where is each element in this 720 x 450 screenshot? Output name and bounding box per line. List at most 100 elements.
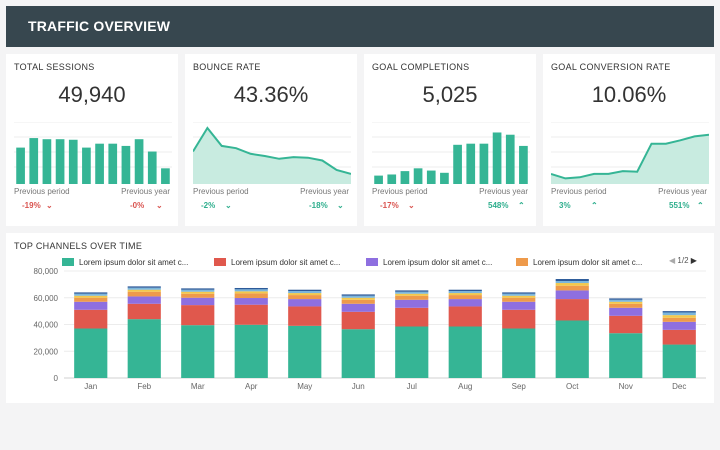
spark-bar <box>479 143 489 184</box>
bar-segment <box>181 325 215 378</box>
bar-segment <box>395 326 429 378</box>
bar-segment <box>395 299 429 308</box>
chevron-up-icon: ⌃ <box>697 201 704 210</box>
bar-segment <box>555 279 589 282</box>
spark-chart <box>193 122 351 184</box>
bar-segment <box>662 329 696 345</box>
bar-segment <box>181 289 215 292</box>
spark-bar <box>42 139 52 184</box>
spark-bar <box>95 143 104 184</box>
bar-segment <box>395 291 429 294</box>
legend-swatch <box>62 258 74 266</box>
bar-segment <box>234 289 268 292</box>
bar-segment <box>127 291 161 297</box>
bar-segment <box>341 311 375 330</box>
spark-line <box>551 133 709 180</box>
card-value: 10.06% <box>591 82 667 107</box>
spark-bar <box>505 134 515 184</box>
card-goal-completions[interactable]: GOAL COMPLETIONS 5,025 Previous period P… <box>364 54 536 226</box>
bar-segment <box>502 309 536 329</box>
spark-bar <box>426 170 436 184</box>
bar-segment <box>502 295 536 298</box>
legend-label: Lorem ipsum dolor sit amet c... <box>231 257 341 267</box>
bar-segment <box>234 291 268 294</box>
bar-segment <box>502 297 536 302</box>
panel-title: TOP CHANNELS OVER TIME <box>14 241 143 251</box>
spark-bar <box>147 151 157 184</box>
bar-segment <box>502 293 536 296</box>
year-change-value: 548% <box>488 201 509 210</box>
card-total-sessions[interactable]: TOTAL SESSIONS 49,940 Previous period Pr… <box>6 54 178 226</box>
bar-segment <box>288 289 322 292</box>
prev-change-value: 3% <box>559 201 571 210</box>
bar-segment <box>181 305 215 326</box>
spark-bar <box>453 144 462 184</box>
bar-segment <box>609 303 643 308</box>
x-tick-label: Dec <box>672 382 686 391</box>
bar-segment <box>395 293 429 296</box>
bar-segment <box>74 301 108 310</box>
previous-period-label: Previous period <box>193 187 249 196</box>
legend-pager: ◀ 1/2 ▶ <box>669 256 697 265</box>
x-tick-label: May <box>297 382 312 391</box>
legend-swatch <box>214 258 226 266</box>
chevron-down-icon: ⌄ <box>156 201 163 210</box>
spark-chart <box>14 122 172 184</box>
pager-next-icon[interactable]: ▶ <box>690 256 697 265</box>
legend-item[interactable]: Lorem ipsum dolor sit amet c... <box>366 255 492 269</box>
spark-bar <box>29 138 39 184</box>
spark-bar <box>68 139 78 184</box>
year-change-value: -0% <box>130 201 145 210</box>
bar-segment <box>288 295 322 300</box>
bar-segment <box>662 311 696 313</box>
bar-segment <box>609 307 643 316</box>
bar-segment <box>609 299 643 302</box>
bar-segment <box>127 286 161 288</box>
card-goal-conversion-rate[interactable]: GOAL CONVERSION RATE 10.06% Previous per… <box>543 54 715 226</box>
y-tick-label: 40,000 <box>34 321 59 330</box>
bar-segment <box>662 321 696 330</box>
chevron-up-icon: ⌃ <box>591 201 598 210</box>
card-title: GOAL CONVERSION RATE <box>551 62 671 72</box>
year-change-value: 551% <box>669 201 690 210</box>
bar-segment <box>341 297 375 300</box>
bar-segment <box>502 328 536 378</box>
spark-bar <box>440 172 449 184</box>
bar-segment <box>555 299 589 321</box>
prev-change-value: -2% <box>201 201 216 210</box>
x-tick-label: Sep <box>512 382 527 391</box>
chevron-down-icon: ⌄ <box>408 201 415 210</box>
spark-line <box>193 126 351 175</box>
bar-segment <box>609 333 643 378</box>
bar-segment <box>395 295 429 300</box>
bar-segment <box>448 299 482 307</box>
bar-segment <box>127 296 161 304</box>
prev-change-value: -19% <box>22 201 41 210</box>
bar-segment <box>662 317 696 322</box>
bar-segment <box>181 291 215 294</box>
bar-segment <box>288 299 322 307</box>
x-tick-label: Jun <box>352 382 365 391</box>
bar-segment <box>662 344 696 378</box>
x-tick-label: Aug <box>458 382 472 391</box>
card-value: 43.36% <box>233 82 309 107</box>
bar-segment <box>448 306 482 327</box>
bar-segment <box>288 325 322 378</box>
x-tick-label: Feb <box>137 382 151 391</box>
card-value: 5,025 <box>422 82 478 107</box>
legend-item[interactable]: Lorem ipsum dolor sit amet c... <box>516 255 642 269</box>
bar-segment <box>395 290 429 292</box>
spark-bar <box>466 143 476 184</box>
chevron-down-icon: ⌄ <box>225 201 232 210</box>
previous-period-label: Previous period <box>551 187 607 196</box>
top-channels-panel: TOP CHANNELS OVER TIME Lorem ipsum dolor… <box>6 233 714 403</box>
legend-item[interactable]: Lorem ipsum dolor sit amet c... <box>214 255 340 269</box>
prev-change-value: -17% <box>380 201 399 210</box>
previous-year-label: Previous year <box>658 187 707 196</box>
pager-prev-icon[interactable]: ◀ <box>669 256 676 265</box>
legend-item[interactable]: Lorem ipsum dolor sit amet c... <box>62 255 188 269</box>
bar-segment <box>448 295 482 300</box>
bar-segment <box>127 287 161 290</box>
card-bounce-rate[interactable]: BOUNCE RATE 43.36% Previous period Previ… <box>185 54 357 226</box>
bar-segment <box>555 281 589 284</box>
